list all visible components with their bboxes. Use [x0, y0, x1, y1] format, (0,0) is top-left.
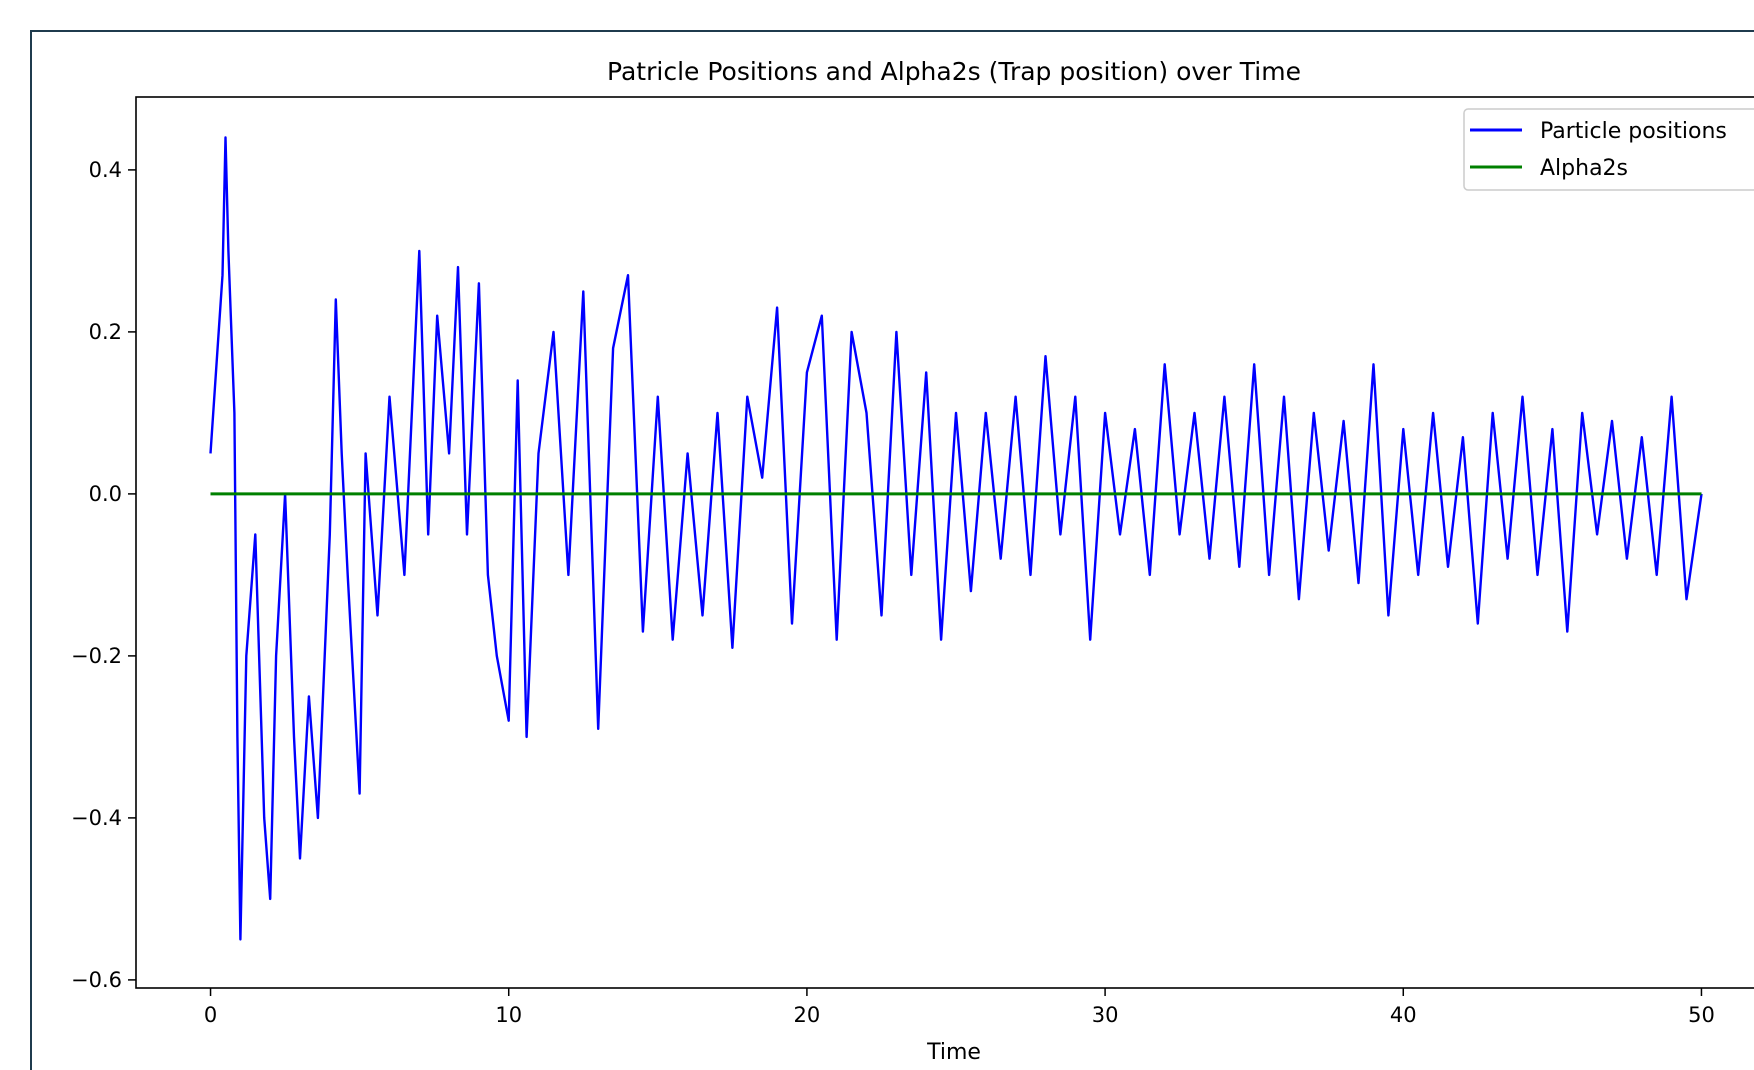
x-tick: 0	[204, 988, 217, 1027]
x-tick-label: 30	[1092, 1003, 1119, 1027]
x-tick: 20	[794, 988, 821, 1027]
x-tick: 50	[1688, 988, 1715, 1027]
y-axis-ticks: 0.4 0.2 0.0 −0.2 −0.4 −0.6	[71, 158, 136, 992]
plot-area	[135, 96, 1754, 989]
x-tick: 10	[495, 988, 522, 1027]
x-tick-label: 20	[794, 1003, 821, 1027]
x-tick: 30	[1092, 988, 1119, 1027]
legend: Particle positions Alpha2s	[1463, 108, 1754, 191]
x-tick-label: 10	[495, 1003, 522, 1027]
x-tick-label: 40	[1390, 1003, 1417, 1027]
x-tick-label: 50	[1688, 1003, 1715, 1027]
y-tick: 0.0	[89, 482, 136, 506]
y-tick: 0.4	[89, 158, 136, 182]
x-axis-ticks: 0 10 20 30 40 50	[204, 988, 1715, 1027]
y-tick-label: 0.2	[89, 320, 122, 344]
y-tick: 0.2	[89, 320, 136, 344]
x-tick: 40	[1390, 988, 1417, 1027]
x-tick-label: 0	[204, 1003, 217, 1027]
legend-box	[1463, 108, 1754, 191]
y-tick-label: −0.4	[71, 806, 122, 830]
y-tick: −0.2	[71, 644, 136, 668]
y-tick-label: −0.6	[71, 968, 122, 992]
y-tick-label: 0.4	[89, 158, 122, 182]
series-line-particle-positions	[209, 136, 1703, 941]
series-layer	[209, 136, 1703, 941]
y-tick: −0.4	[71, 806, 136, 830]
figure-frame	[30, 30, 1754, 1070]
y-tick: −0.6	[71, 968, 136, 992]
chart-title: Patricle Positions and Alpha2s (Trap pos…	[607, 57, 1301, 86]
y-tick-label: 0.0	[89, 482, 122, 506]
x-axis-title: Time	[926, 1040, 981, 1065]
legend-label-particle-positions: Particle positions	[1540, 119, 1727, 144]
legend-label-alpha2s: Alpha2s	[1540, 156, 1628, 181]
y-tick-label: −0.2	[71, 644, 122, 668]
